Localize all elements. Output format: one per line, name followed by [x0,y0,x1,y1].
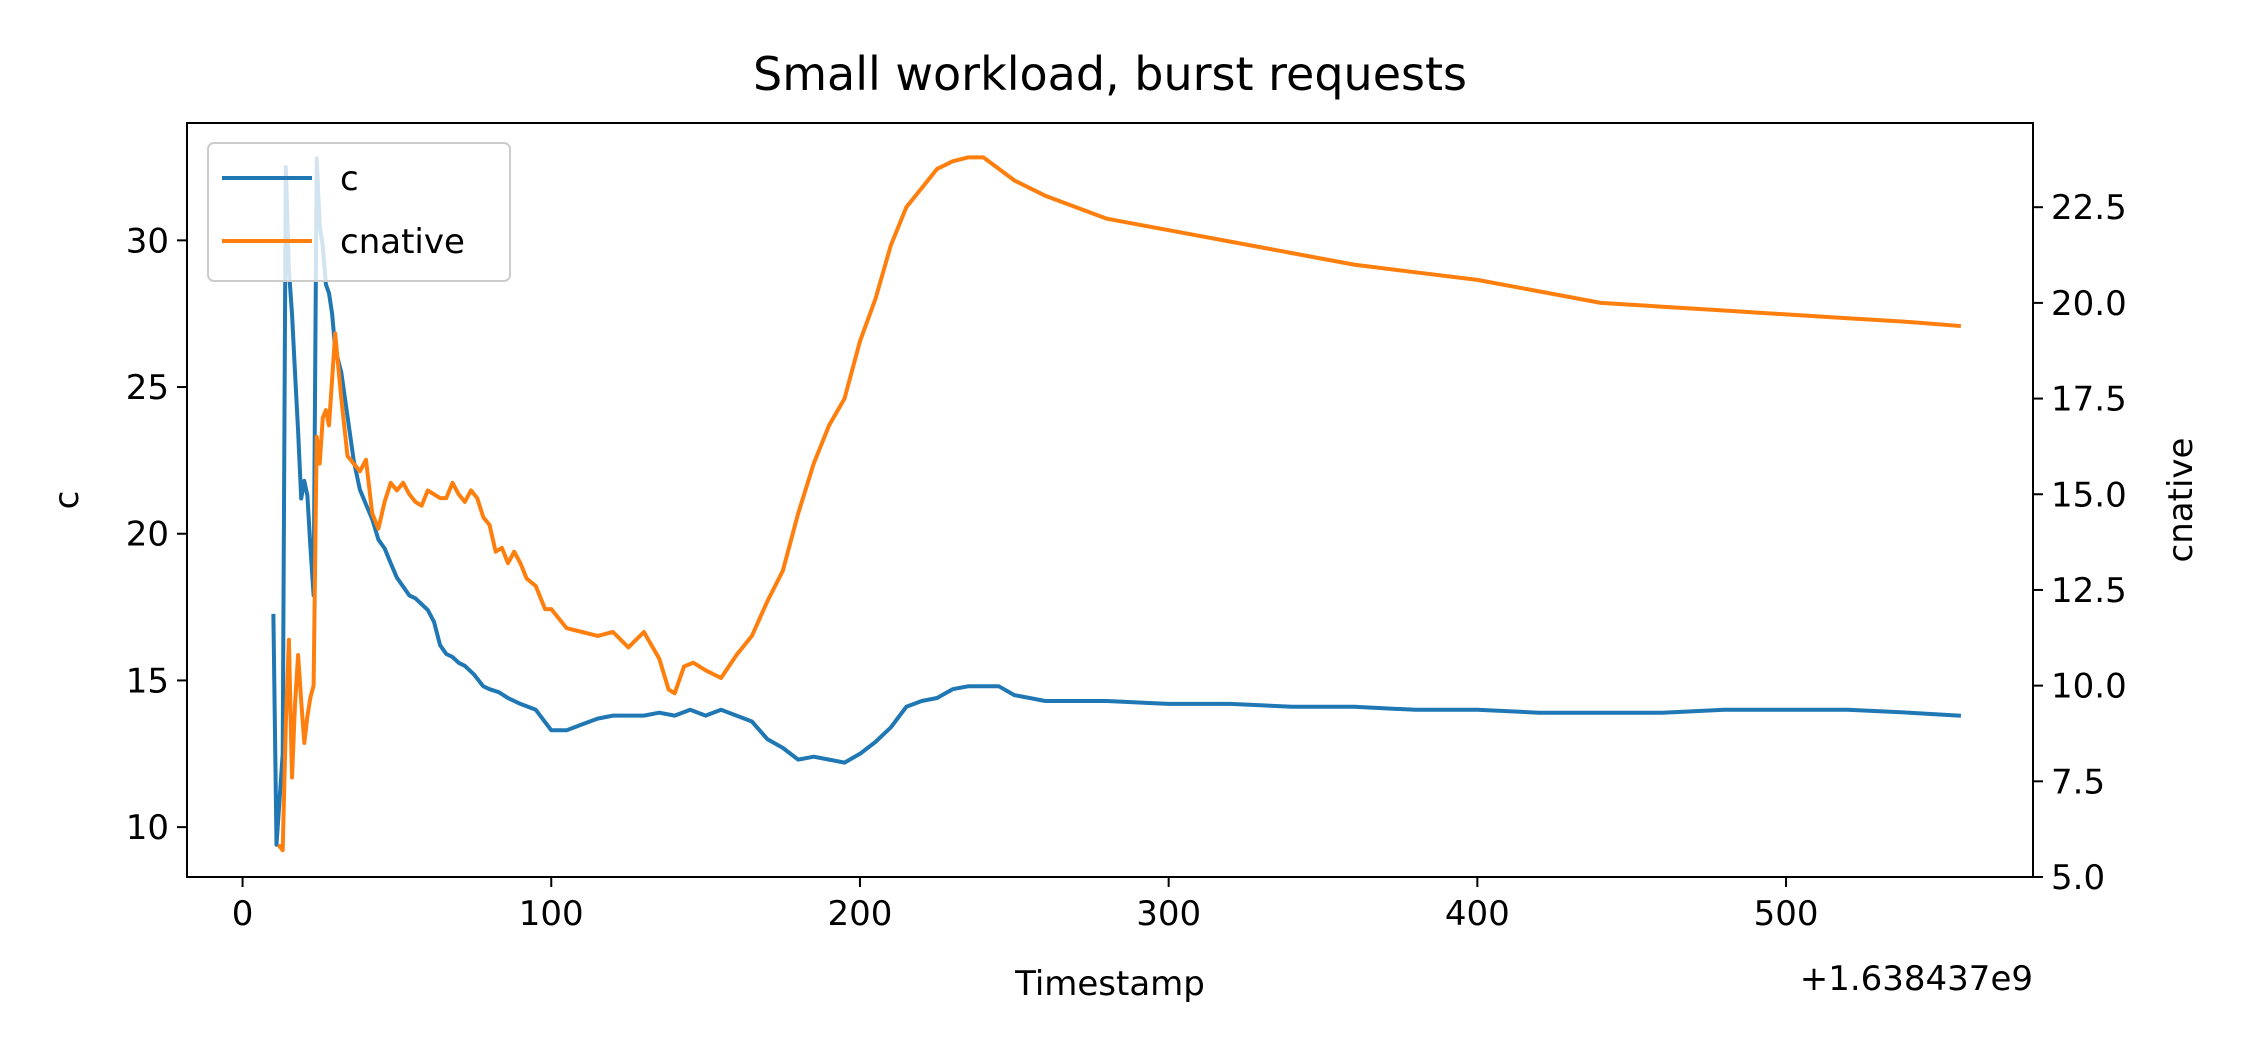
y-right-tick-label: 20.0 [2051,284,2127,324]
x-tick-label: 100 [519,894,584,934]
y-right-tick-label: 7.5 [2051,762,2105,802]
y-left-tick-label: 25 [126,368,169,408]
x-tick-label: 0 [232,894,254,934]
y-left-tick-label: 30 [126,221,169,261]
series-line-cnative [276,155,1962,853]
y-right-tick-label: 15.0 [2051,475,2127,515]
x-tick-label: 300 [1136,894,1201,934]
y-left-tick-label: 10 [126,808,169,848]
y-right-tick-label: 22.5 [2051,188,2127,228]
x-tick-label: 400 [1445,894,1510,934]
y-left-tick-label: 20 [126,515,169,555]
series-layer [271,155,1962,853]
x-axis-label: Timestamp [1014,964,1205,1004]
y-right-tick-label: 5.0 [2051,858,2105,898]
axes-layer: 0 100 200 300 400 500 10 15 20 25 30 5.0 7.5 10.0 12.5… [126,188,2127,934]
y-axis-left-label: c [47,491,87,510]
x-offset-label: +1.638437e9 [1800,959,2033,999]
y-axis-right-label: cnative [2161,438,2201,563]
series-line-c [271,156,1962,847]
plot-frame [186,122,2034,878]
y-right-tick-label: 17.5 [2051,380,2127,420]
x-tick-label: 200 [828,894,893,934]
y-left-tick-label: 15 [126,661,169,701]
legend-label-cnative: cnative [340,222,465,262]
legend: c cnative [207,142,511,282]
y-right-tick-label: 10.0 [2051,667,2127,707]
x-tick-label: 500 [1754,894,1819,934]
y-right-tick-label: 12.5 [2051,571,2127,611]
legend-label-c: c [340,159,359,199]
chart-title: Small workload, burst requests [753,47,1467,101]
